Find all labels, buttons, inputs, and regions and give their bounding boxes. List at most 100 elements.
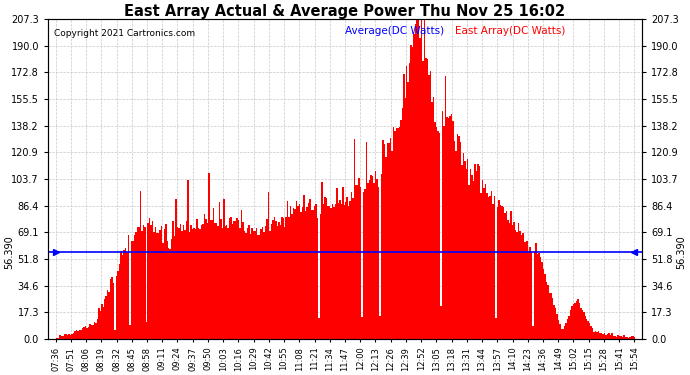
Bar — [67, 335, 68, 339]
Bar — [453, 141, 455, 339]
Bar — [148, 218, 150, 339]
Bar — [290, 207, 291, 339]
Bar — [489, 196, 491, 339]
Bar — [157, 233, 159, 339]
Bar — [337, 203, 339, 339]
Bar — [377, 187, 380, 339]
Bar — [155, 226, 156, 339]
Bar — [525, 242, 526, 339]
Bar — [208, 173, 210, 339]
Bar — [273, 217, 275, 339]
Bar — [164, 230, 165, 339]
Bar — [589, 323, 591, 339]
Bar — [593, 332, 595, 339]
Bar — [71, 334, 72, 339]
Bar — [628, 338, 629, 339]
Bar — [179, 228, 180, 339]
Bar — [107, 290, 108, 339]
Bar — [479, 166, 480, 339]
Bar — [170, 249, 171, 339]
Bar — [99, 311, 101, 339]
Bar — [90, 325, 92, 339]
Bar — [327, 206, 328, 339]
Bar — [553, 306, 555, 339]
Bar — [171, 239, 172, 339]
Bar — [278, 222, 279, 339]
Bar — [506, 211, 507, 339]
Bar — [92, 325, 94, 339]
Bar — [442, 111, 443, 339]
Bar — [270, 224, 272, 339]
Bar — [215, 224, 217, 339]
Bar — [135, 232, 137, 339]
Bar — [122, 255, 124, 339]
Bar — [556, 314, 558, 339]
Bar — [239, 228, 241, 339]
Bar — [195, 229, 196, 339]
Bar — [413, 34, 415, 339]
Bar — [368, 180, 371, 339]
Bar — [268, 192, 269, 339]
Bar — [515, 230, 516, 339]
Bar — [58, 338, 59, 339]
Bar — [497, 207, 498, 339]
Bar — [351, 192, 353, 339]
Bar — [152, 221, 153, 339]
Bar — [147, 223, 148, 339]
Bar — [558, 320, 559, 339]
Bar — [187, 180, 189, 339]
Text: Average(DC Watts): Average(DC Watts) — [345, 26, 444, 36]
Bar — [520, 235, 522, 339]
Bar — [467, 159, 469, 339]
Bar — [584, 316, 586, 339]
Bar — [125, 248, 126, 339]
Bar — [189, 232, 190, 339]
Bar — [265, 226, 266, 339]
Bar — [575, 302, 577, 339]
Bar — [624, 337, 626, 339]
Bar — [272, 220, 274, 339]
Bar — [241, 210, 242, 339]
Bar — [168, 248, 170, 339]
Bar — [607, 334, 609, 339]
Bar — [611, 333, 613, 339]
Bar — [568, 316, 570, 339]
Bar — [449, 116, 451, 339]
Bar — [462, 153, 464, 339]
Bar — [324, 196, 326, 339]
Bar — [86, 328, 88, 339]
Bar — [444, 76, 446, 339]
Bar — [64, 334, 66, 339]
Bar — [286, 217, 287, 339]
Bar — [146, 322, 147, 339]
Bar — [409, 63, 411, 339]
Bar — [542, 262, 543, 339]
Bar — [186, 221, 187, 339]
Bar — [433, 97, 434, 339]
Bar — [97, 320, 98, 339]
Bar — [440, 306, 442, 339]
Bar — [193, 228, 195, 339]
Bar — [153, 232, 155, 339]
Bar — [175, 199, 177, 339]
Bar — [144, 227, 146, 339]
Bar — [386, 143, 388, 339]
Bar — [618, 335, 619, 339]
Bar — [631, 336, 632, 339]
Bar — [629, 338, 631, 339]
Bar — [375, 171, 376, 339]
Bar — [288, 216, 290, 339]
Bar — [251, 228, 253, 339]
Bar — [98, 308, 99, 339]
Bar — [592, 328, 593, 339]
Bar — [117, 271, 119, 339]
Bar — [471, 176, 473, 339]
Bar — [213, 208, 214, 339]
Bar — [598, 332, 600, 339]
Bar — [159, 230, 161, 339]
Bar — [495, 318, 497, 339]
Bar — [95, 323, 97, 339]
Bar — [509, 223, 510, 339]
Bar — [201, 225, 202, 339]
Bar — [244, 231, 246, 339]
